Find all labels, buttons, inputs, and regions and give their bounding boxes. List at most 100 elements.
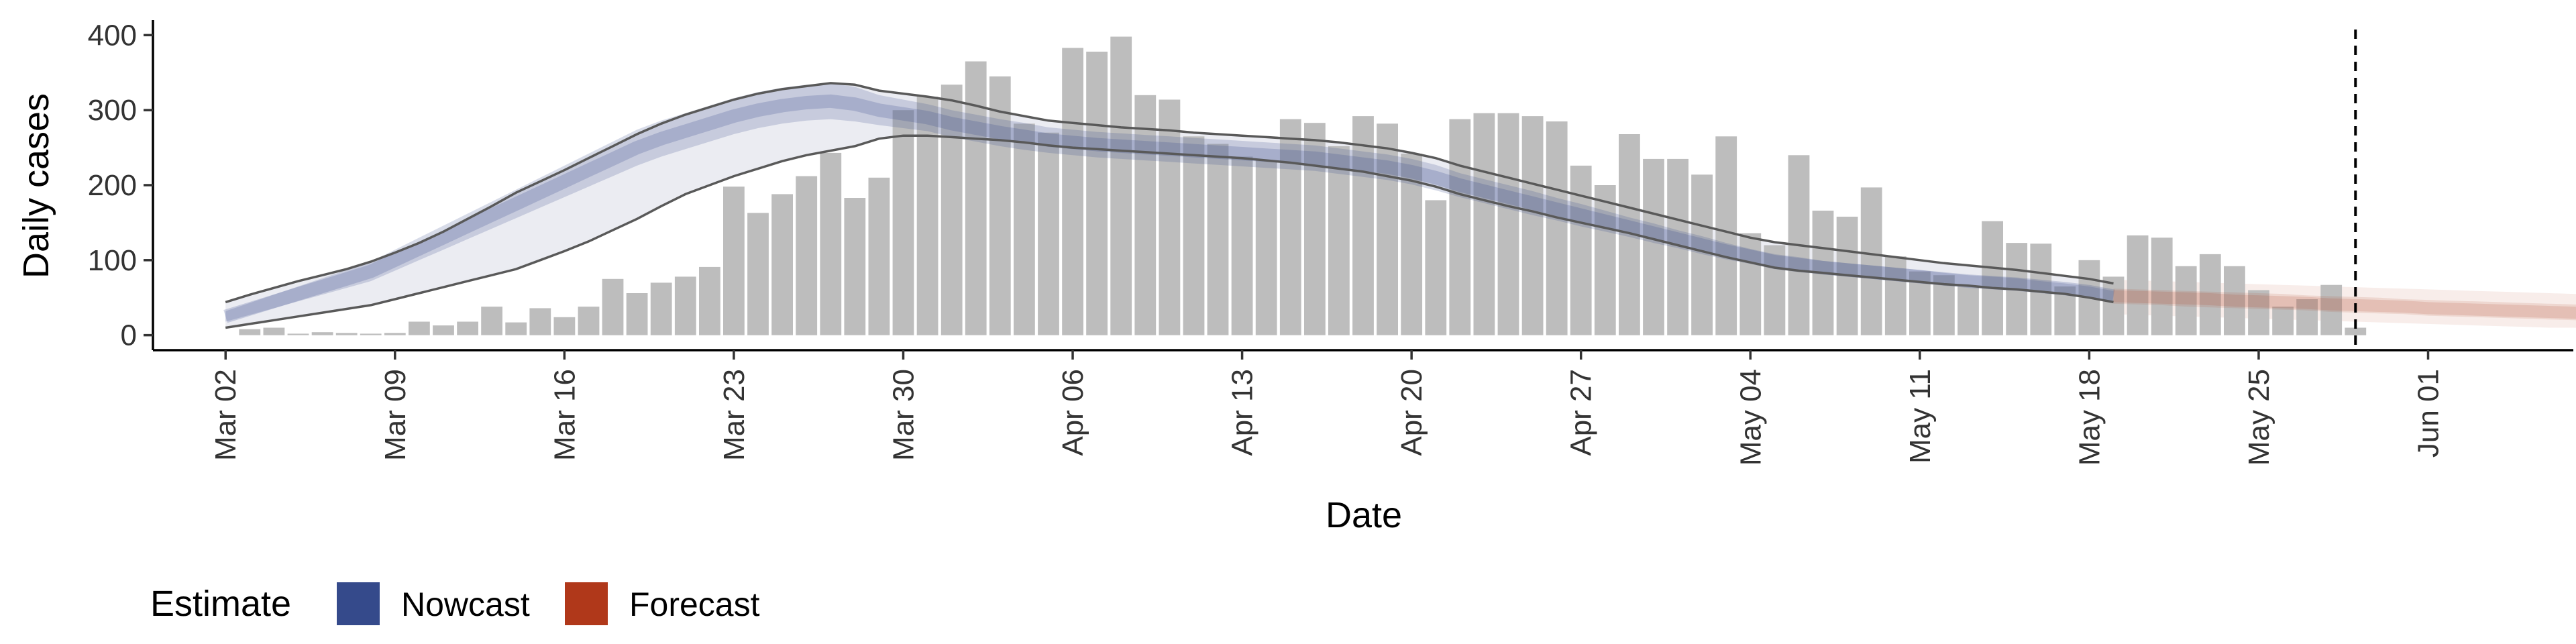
case-bar [1328,146,1350,335]
case-bar [650,282,672,335]
y-tick-label: 300 [88,94,137,127]
case-bar [1086,52,1108,335]
case-bar [1014,123,1035,335]
case-bar [674,276,696,335]
case-bar [1159,99,1181,335]
case-bar [1449,119,1471,335]
case-bar [2127,235,2149,335]
x-tick-label: Apr 13 [1226,369,1259,456]
case-bar [747,213,769,335]
x-axis-title: Date [1326,495,1402,535]
case-bar [1715,136,1737,335]
x-tick-label: May 11 [1904,369,1937,464]
legend-swatch-forecast [565,582,608,625]
case-bar [965,61,987,335]
case-bar [989,76,1011,335]
case-bar [2272,307,2294,335]
case-bar [1377,123,1398,335]
x-tick-label: Apr 27 [1565,369,1598,456]
case-bar [409,321,430,335]
case-bar [433,325,454,335]
case-bar [820,152,842,335]
case-bar [1497,113,1519,335]
case-bar [2175,266,2197,335]
case-bar [1957,286,1979,335]
case-bar [1231,156,1253,335]
case-bar [335,333,358,335]
case-bar [1594,185,1616,335]
y-tick-label: 100 [88,244,137,277]
case-bar [796,176,818,335]
case-bar [578,307,600,335]
case-bar [1255,160,1277,335]
inner-credible-bands [223,83,2576,323]
x-tick-label: May 04 [1734,369,1767,466]
case-bar [481,307,502,335]
case-bar [1739,233,1762,335]
case-bar [1279,119,1301,335]
legend-label-forecast: Forecast [629,586,760,623]
case-bar [2102,276,2125,335]
case-bar [2030,244,2052,335]
forecast-median-band [2113,290,2576,319]
case-bar [1352,116,1374,335]
case-bar [771,194,793,335]
x-tick-label: Apr 06 [1057,369,1089,456]
case-bar [1134,95,1157,335]
case-bar [602,278,624,335]
x-axis-ticks: Mar 02 Mar 09 Mar 16 Mar 23 Mar 30 Apr 06 Apr … [209,350,2445,466]
case-bar [1183,136,1205,335]
x-tick-label: Mar 23 [718,369,751,461]
case-bar [1038,132,1059,335]
case-bar [1546,121,1568,335]
x-tick-label: Mar 09 [379,369,412,461]
case-bar [1860,187,1882,335]
case-bar [1304,123,1326,335]
case-bar [892,110,914,335]
case-bar [1764,245,1786,335]
x-tick-label: May 25 [2243,369,2275,466]
x-tick-label: Mar 16 [548,369,581,461]
y-axis-title: Daily cases [16,93,56,278]
case-bar [844,198,866,335]
nowcast-outer-band [225,83,2114,328]
y-tick-label: 0 [121,319,137,352]
case-bar [1207,144,1229,335]
x-tick-label: Mar 30 [887,369,920,461]
case-bar [868,177,890,335]
case-bar [1570,165,1592,335]
nowcast-inner-band [225,83,2114,322]
daily-case-bars [239,36,2367,335]
legend-swatch-nowcast [337,582,380,625]
y-axis-ticks: 0 100 200 300 400 [88,19,153,352]
x-tick-label: May 18 [2073,369,2106,466]
case-bar [1982,221,2003,335]
nowcast-bound-lines [225,82,2114,329]
case-bar [1425,200,1447,335]
nowcast-median-band [223,94,2115,323]
case-bar [699,266,720,335]
case-bar [2320,284,2343,335]
case-bar [626,293,648,335]
case-bar [287,333,309,335]
case-bar [2199,254,2221,335]
case-bar [1110,36,1132,335]
x-tick-label: Apr 20 [1395,369,1428,456]
case-bar [311,332,333,335]
nowcast-lower-line [225,134,2114,329]
case-bar [553,317,576,335]
forecast-inner-band [2113,288,2576,321]
x-tick-label: Mar 02 [209,369,242,461]
legend-title: Estimate [150,584,291,624]
legend: Estimate Nowcast Forecast [150,582,760,625]
case-bar [941,85,963,335]
legend-label-nowcast: Nowcast [401,586,530,623]
case-bar [2345,327,2367,335]
case-bar [239,329,261,335]
case-bar [2296,299,2318,335]
y-tick-label: 200 [88,169,137,202]
case-bar [263,327,285,335]
case-bar [2224,266,2245,335]
case-bar [2248,290,2269,335]
x-tick-label: Jun 01 [2412,369,2445,458]
